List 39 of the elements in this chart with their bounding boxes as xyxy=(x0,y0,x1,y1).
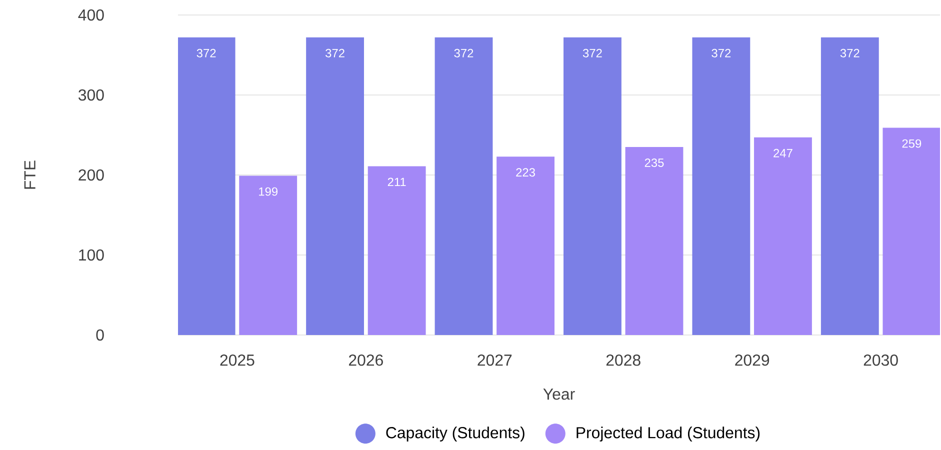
legend-label: Capacity (Students) xyxy=(386,426,524,442)
data-label: 211 xyxy=(388,178,406,186)
data-label: 247 xyxy=(774,148,792,158)
bar xyxy=(754,137,812,335)
x-tick-label: 2026 xyxy=(348,354,383,366)
x-tick-label: 2029 xyxy=(735,354,770,366)
data-label: 372 xyxy=(712,48,731,58)
legend-label: Projected Load (Students) xyxy=(576,426,760,442)
y-tick-label: 0 xyxy=(96,329,104,341)
bar xyxy=(625,147,684,335)
data-label: 235 xyxy=(644,158,664,167)
data-label: 372 xyxy=(326,48,344,58)
bar xyxy=(368,166,426,335)
data-label: 259 xyxy=(902,139,922,148)
y-tick-label: 300 xyxy=(78,89,104,101)
bar xyxy=(178,37,236,335)
x-axis-title: Year xyxy=(543,388,575,400)
y-tick-label: 200 xyxy=(78,169,104,181)
x-tick-label: 2027 xyxy=(478,354,512,366)
y-tick-label: 400 xyxy=(78,9,104,21)
y-axis-title: FTE xyxy=(24,160,36,189)
bar xyxy=(882,128,940,335)
bar xyxy=(692,37,750,335)
y-tick-label: 100 xyxy=(79,249,104,261)
bar xyxy=(306,37,364,335)
bar xyxy=(434,37,493,335)
data-label: 372 xyxy=(582,48,602,58)
data-label: 372 xyxy=(840,48,860,58)
data-label: 199 xyxy=(259,187,278,196)
bar xyxy=(496,156,554,335)
data-label: 223 xyxy=(516,168,535,177)
x-tick-label: 2030 xyxy=(864,354,898,366)
bar xyxy=(239,176,298,335)
x-tick-label: 2025 xyxy=(220,354,254,366)
data-label: 372 xyxy=(454,48,474,58)
bar xyxy=(820,37,879,335)
data-label: 372 xyxy=(196,48,216,58)
bar xyxy=(564,37,622,335)
x-tick-label: 2028 xyxy=(606,354,640,366)
